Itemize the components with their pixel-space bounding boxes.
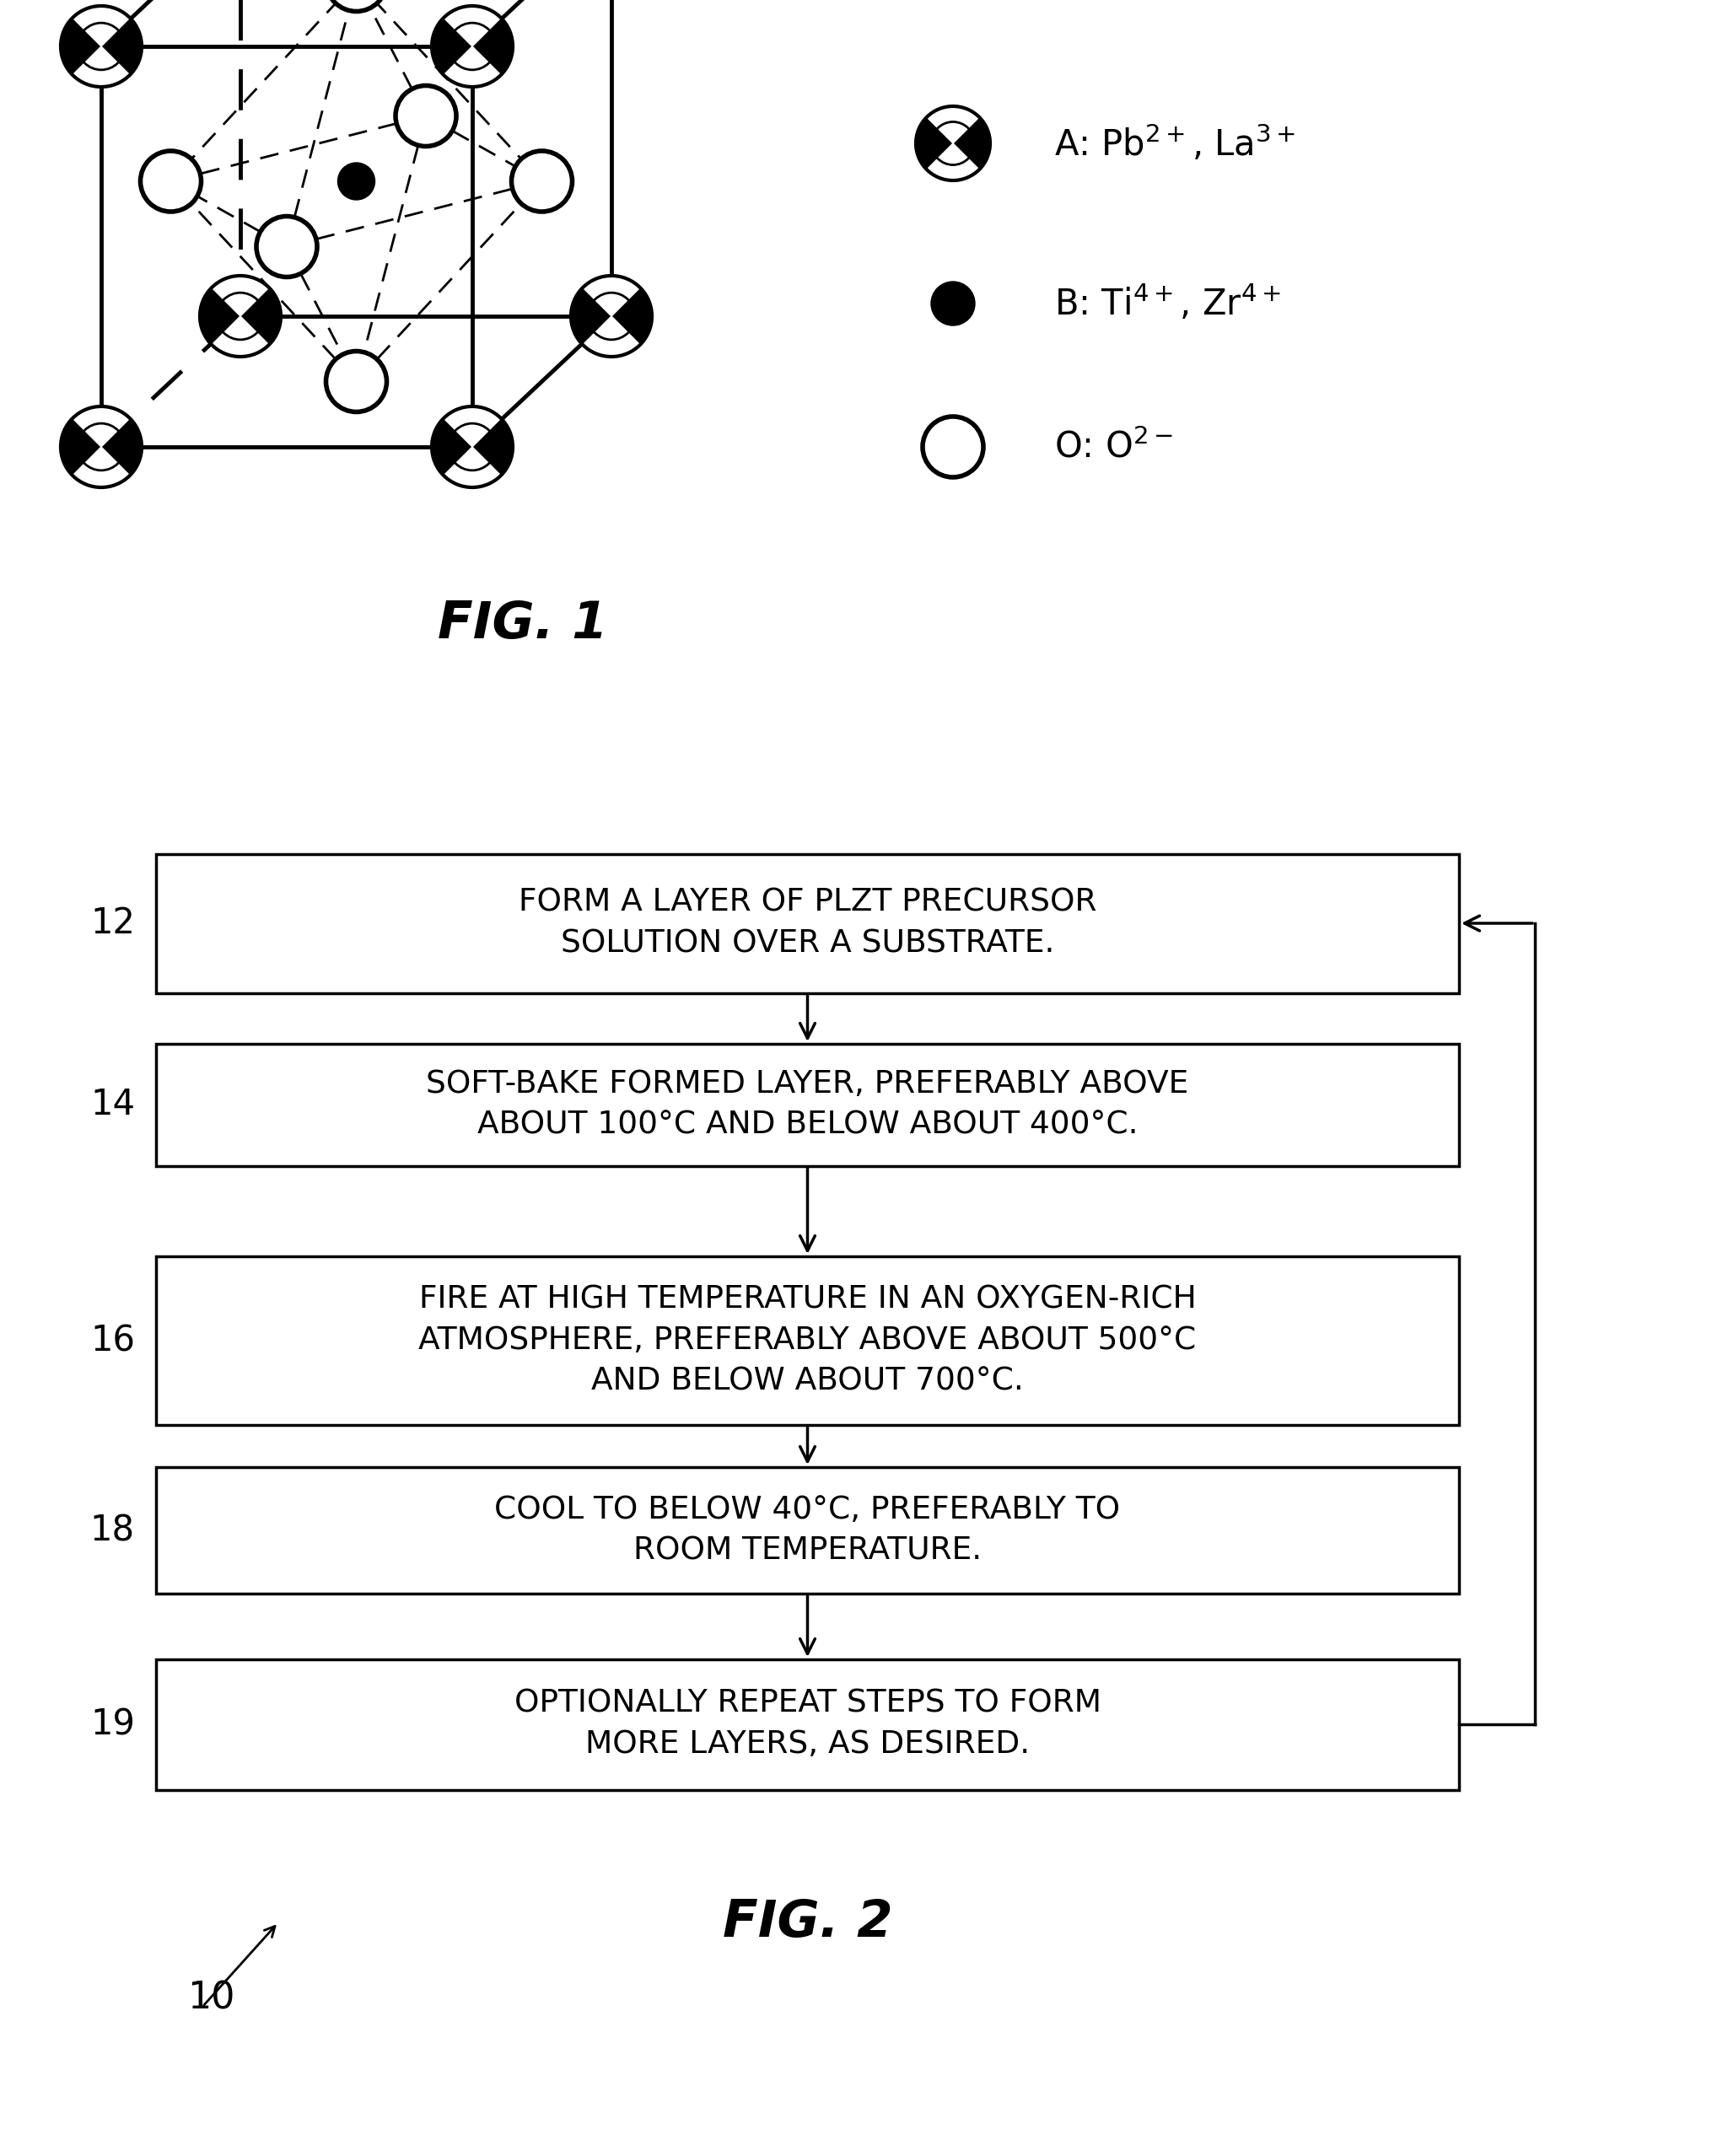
Circle shape <box>931 123 974 164</box>
Wedge shape <box>582 276 640 317</box>
Text: SOFT-BAKE FORMED LAYER, PREFERABLY ABOVE
ABOUT 100°C AND BELOW ABOUT 400°C.: SOFT-BAKE FORMED LAYER, PREFERABLY ABOVE… <box>426 1069 1188 1141</box>
Bar <box>156 1257 1459 1425</box>
Wedge shape <box>443 47 500 86</box>
Circle shape <box>77 24 125 69</box>
Bar <box>156 1466 1459 1593</box>
Wedge shape <box>72 6 130 47</box>
Bar <box>156 1658 1459 1789</box>
Wedge shape <box>72 446 130 487</box>
Text: 18: 18 <box>91 1514 135 1548</box>
Text: 12: 12 <box>91 906 135 940</box>
Wedge shape <box>926 142 979 181</box>
Wedge shape <box>443 407 500 446</box>
Text: 19: 19 <box>91 1708 135 1742</box>
Bar <box>156 854 1459 994</box>
Wedge shape <box>455 446 488 470</box>
Wedge shape <box>938 123 967 142</box>
Circle shape <box>431 6 512 86</box>
Circle shape <box>200 276 281 356</box>
Wedge shape <box>72 407 130 446</box>
Text: B: Ti$^{4+}$, Zr$^{4+}$: B: Ti$^{4+}$, Zr$^{4+}$ <box>1053 285 1281 323</box>
Text: FIG. 1: FIG. 1 <box>438 599 608 649</box>
Circle shape <box>60 407 142 487</box>
Bar <box>156 1044 1459 1166</box>
Text: 10: 10 <box>187 1979 235 2016</box>
Circle shape <box>395 86 455 147</box>
Wedge shape <box>72 47 130 86</box>
Circle shape <box>217 293 264 341</box>
Wedge shape <box>212 317 269 356</box>
Wedge shape <box>84 47 118 69</box>
Text: FORM A LAYER OF PLZT PRECURSOR
SOLUTION OVER A SUBSTRATE.: FORM A LAYER OF PLZT PRECURSOR SOLUTION … <box>519 888 1096 959</box>
Circle shape <box>60 6 142 86</box>
Text: 16: 16 <box>91 1324 135 1358</box>
Wedge shape <box>594 317 628 341</box>
Circle shape <box>570 276 652 356</box>
Circle shape <box>325 351 387 412</box>
Wedge shape <box>926 106 979 142</box>
Circle shape <box>325 0 387 11</box>
Circle shape <box>60 407 142 487</box>
Circle shape <box>449 24 495 69</box>
Wedge shape <box>455 47 488 69</box>
Wedge shape <box>224 293 257 317</box>
Wedge shape <box>455 423 488 446</box>
Circle shape <box>200 276 281 356</box>
Circle shape <box>431 6 512 86</box>
Circle shape <box>60 6 142 86</box>
Text: O: O$^{2-}$: O: O$^{2-}$ <box>1053 429 1173 466</box>
Circle shape <box>449 24 495 69</box>
Circle shape <box>77 24 125 69</box>
Circle shape <box>337 162 375 201</box>
Circle shape <box>931 123 974 164</box>
Circle shape <box>449 423 495 470</box>
Circle shape <box>916 106 990 181</box>
Wedge shape <box>938 142 967 164</box>
Circle shape <box>217 293 264 341</box>
Circle shape <box>77 423 125 470</box>
Circle shape <box>431 407 512 487</box>
Wedge shape <box>224 317 257 341</box>
Circle shape <box>931 282 974 326</box>
Circle shape <box>512 151 572 211</box>
Wedge shape <box>84 24 118 47</box>
Circle shape <box>431 407 512 487</box>
Wedge shape <box>212 276 269 317</box>
Text: OPTIONALLY REPEAT STEPS TO FORM
MORE LAYERS, AS DESIRED.: OPTIONALLY REPEAT STEPS TO FORM MORE LAY… <box>514 1688 1101 1759</box>
Wedge shape <box>84 423 118 446</box>
Wedge shape <box>582 317 640 356</box>
Wedge shape <box>455 24 488 47</box>
Text: FIG. 2: FIG. 2 <box>722 1897 892 1947</box>
Text: A: Pb$^{2+}$, La$^{3+}$: A: Pb$^{2+}$, La$^{3+}$ <box>1053 123 1294 164</box>
Circle shape <box>140 151 200 211</box>
Circle shape <box>587 293 635 341</box>
Circle shape <box>449 423 495 470</box>
Wedge shape <box>84 446 118 470</box>
Text: FIRE AT HIGH TEMPERATURE IN AN OXYGEN-RICH
ATMOSPHERE, PREFERABLY ABOVE ABOUT 50: FIRE AT HIGH TEMPERATURE IN AN OXYGEN-RI… <box>418 1285 1195 1397</box>
Circle shape <box>587 293 635 341</box>
Circle shape <box>77 423 125 470</box>
Wedge shape <box>443 446 500 487</box>
Circle shape <box>923 416 983 476</box>
Text: 14: 14 <box>91 1087 135 1123</box>
Wedge shape <box>594 293 628 317</box>
Circle shape <box>257 216 317 276</box>
Circle shape <box>916 106 990 181</box>
Text: COOL TO BELOW 40°C, PREFERABLY TO
ROOM TEMPERATURE.: COOL TO BELOW 40°C, PREFERABLY TO ROOM T… <box>495 1494 1120 1565</box>
Wedge shape <box>443 6 500 47</box>
Circle shape <box>570 276 652 356</box>
